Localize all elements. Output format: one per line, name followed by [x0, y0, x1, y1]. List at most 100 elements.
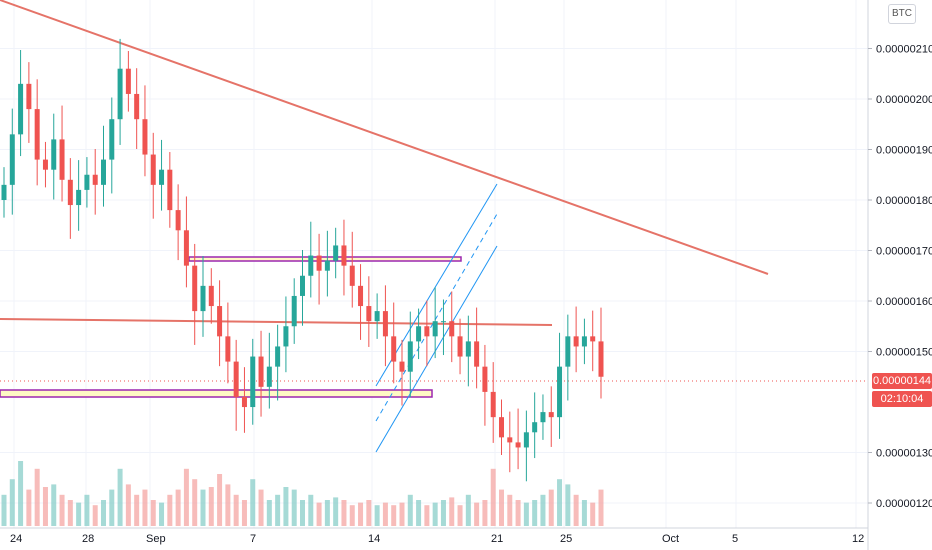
candle-body: [34, 109, 40, 160]
volume-bar: [333, 497, 339, 526]
candle-body: [142, 119, 148, 155]
price-tick-label: 0.00000200: [876, 94, 932, 106]
volume-bar: [399, 502, 405, 526]
candle-body: [51, 139, 57, 170]
time-tick-label: 14: [368, 533, 380, 545]
volume-bar: [391, 505, 397, 526]
candle-body: [590, 336, 596, 342]
volume-bars: [1, 461, 604, 526]
candle-body: [424, 326, 430, 337]
volume-bar: [308, 494, 314, 526]
volume-bar: [283, 487, 289, 526]
volume-bar: [225, 484, 231, 526]
candle-body: [225, 336, 231, 362]
volume-bar: [424, 505, 430, 526]
candle-body: [300, 275, 305, 296]
candle-body: [283, 326, 289, 347]
volume-bar: [440, 500, 446, 526]
volume-bar: [9, 479, 15, 526]
volume-bar: [192, 479, 198, 526]
candle-body: [76, 189, 82, 206]
candle-body: [9, 134, 15, 185]
volume-bar: [233, 494, 239, 526]
candle-body: [440, 321, 446, 323]
chart-grid: [0, 0, 868, 528]
volume-bar: [407, 494, 413, 526]
candle-body: [308, 255, 314, 276]
volume-bar: [1, 494, 7, 526]
volume-bar: [598, 489, 604, 526]
channel-mid-line: [375, 213, 498, 422]
volume-bar: [416, 500, 422, 526]
volume-bar: [250, 479, 256, 526]
price-tick-label: 0.00000170: [876, 246, 932, 258]
price-tick-label: 0.00000190: [876, 145, 932, 157]
volume-bar: [374, 505, 380, 526]
time-tick-label: 25: [560, 533, 572, 545]
candle-body: [241, 396, 247, 408]
volume-bar: [490, 468, 496, 526]
volume-bar: [175, 489, 181, 526]
volume-bar: [159, 502, 165, 526]
chart-drawings: [0, 0, 868, 453]
volume-bar: [565, 484, 571, 526]
currency-badge[interactable]: BTC: [888, 4, 916, 24]
candle-body: [449, 321, 455, 337]
candle-body: [109, 119, 115, 160]
volume-bar: [341, 500, 347, 526]
candle-body: [507, 437, 513, 443]
candle-body: [125, 68, 131, 94]
time-tick-label: 28: [82, 533, 94, 545]
candle-body: [565, 336, 571, 367]
volume-bar: [258, 489, 264, 526]
time-tick-label: 12: [852, 533, 864, 545]
volume-bar: [474, 502, 480, 526]
volume-bar: [134, 494, 140, 526]
price-tick-label: 0.00000150: [876, 347, 932, 359]
volume-bar: [523, 502, 529, 526]
volume-bar: [316, 502, 322, 526]
volume-bar: [291, 489, 297, 526]
volume-bar: [125, 484, 131, 526]
price-tick-label: 0.00000210: [876, 44, 932, 56]
volume-bar: [142, 489, 148, 526]
candle-body: [540, 412, 546, 423]
candle-body: [366, 306, 372, 322]
candle-body: [391, 336, 397, 362]
horizontal-trendline: [0, 318, 553, 326]
candle-body: [150, 154, 156, 185]
volume-bar: [200, 489, 206, 526]
volume-bar: [300, 500, 305, 526]
candle-body: [233, 361, 239, 397]
volume-bar: [507, 494, 513, 526]
volume-bar: [532, 500, 538, 526]
volume-bar: [241, 500, 247, 526]
candle-body: [333, 245, 339, 261]
volume-bar: [51, 484, 57, 526]
volume-bar: [109, 489, 115, 526]
price-tick-label: 0.00000130: [876, 448, 932, 460]
volume-bar: [167, 494, 173, 526]
price-axis[interactable]: 0.00000210 0.00000200 0.00000190 0.00000180…: [867, 0, 932, 550]
candle-body: [18, 83, 24, 135]
time-tick-label: Oct: [662, 533, 679, 545]
resistance-zone-box: [188, 256, 462, 262]
bar-countdown-tag: 02:10:04: [872, 391, 932, 407]
volume-bar: [150, 500, 156, 526]
volume-bar: [34, 468, 40, 526]
candle-body: [465, 341, 471, 357]
candle-body: [316, 255, 322, 271]
volume-bar: [92, 505, 98, 526]
volume-bar: [482, 500, 488, 526]
volume-bar: [42, 487, 48, 526]
candlesticks: [1, 38, 604, 482]
time-tick-label: Sep: [146, 533, 166, 545]
volume-bar: [101, 500, 106, 526]
time-axis[interactable]: 24 28 Sep 7 14 21 25 Oct 5 12: [0, 527, 868, 545]
candle-body: [291, 295, 297, 327]
candle-body: [42, 159, 48, 170]
time-tick-label: 21: [491, 533, 503, 545]
candle-body: [192, 265, 198, 312]
volume-bar: [573, 494, 579, 526]
